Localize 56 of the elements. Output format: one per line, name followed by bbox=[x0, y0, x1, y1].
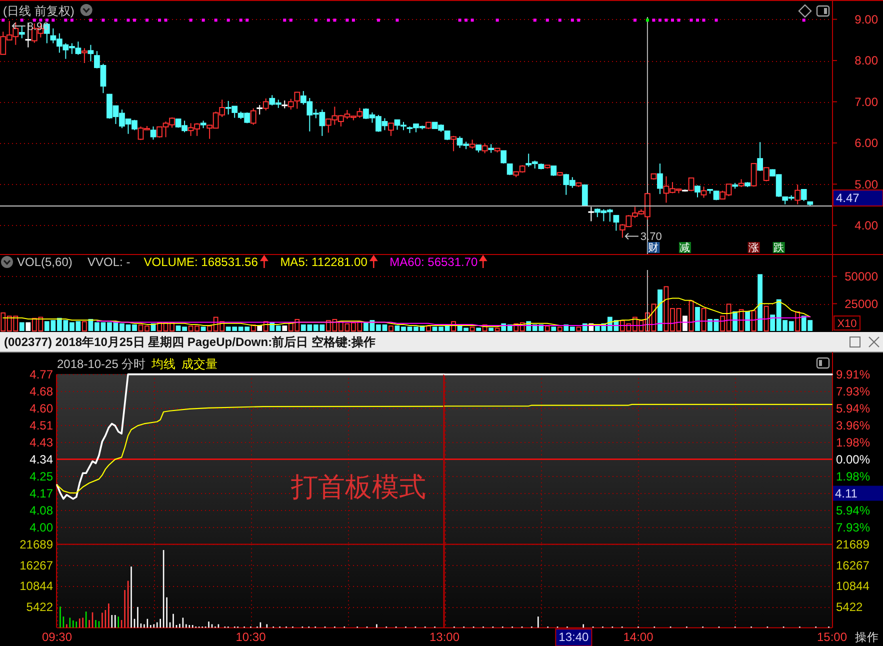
x-tick-label: 14:00 bbox=[623, 630, 654, 644]
text: 成交量 bbox=[182, 357, 218, 371]
y-tick-label: 16267 bbox=[836, 558, 870, 572]
y-tick-label: 4.25 bbox=[30, 470, 54, 484]
text: 4.11 bbox=[835, 486, 858, 500]
y-tick-label: 4.17 bbox=[30, 486, 54, 500]
text: MA60: 56531.70 bbox=[390, 255, 478, 269]
y-tick-label: 4.00 bbox=[30, 520, 54, 534]
ref-line-label: 4.47 bbox=[836, 191, 860, 206]
y-tick-label: 3.96% bbox=[836, 418, 870, 433]
chart-title: (002377) 2018年10月25日 星期四 PageUp/Down:前后日 空格键:操作 bbox=[4, 335, 376, 349]
y-tick-label: 1.98% bbox=[836, 436, 870, 450]
x-tick-label: 10:30 bbox=[236, 630, 266, 644]
y-tick-label: 9.00 bbox=[854, 12, 878, 27]
annotation: 打首板模式 bbox=[290, 472, 426, 502]
y-tick-label: 25000 bbox=[844, 296, 878, 311]
text: MA5: 112281.00 bbox=[280, 255, 368, 269]
annotation: VVOL: - bbox=[88, 255, 130, 269]
y-tick-label: 5.94% bbox=[836, 503, 870, 518]
y-tick-label: 16267 bbox=[20, 558, 54, 572]
y-tick-label: 9.91% bbox=[836, 368, 870, 382]
text: 13:40 bbox=[558, 630, 590, 644]
y-tick-label: 5422 bbox=[836, 600, 864, 614]
annotation: VOLUME: 168531.56 bbox=[144, 255, 258, 269]
y-axis-title: X10 bbox=[837, 318, 857, 330]
y-tick-label: 4.34 bbox=[30, 452, 54, 466]
y-tick-label: 5422 bbox=[26, 600, 54, 614]
y-tick-label: 4.60 bbox=[30, 402, 54, 416]
y-tick-label: 4.77 bbox=[30, 368, 54, 382]
x-tick-label: 15:00 bbox=[816, 630, 848, 644]
y-tick-label: 50000 bbox=[844, 270, 878, 284]
y-tick-label: 4.43 bbox=[30, 436, 54, 450]
chart-title: VOL(5,60) bbox=[17, 255, 72, 269]
chart-subtitle: 2018-10-25 分时 bbox=[57, 357, 146, 371]
y-tick-label: 4.68 bbox=[30, 384, 54, 398]
y-tick-label: 21689 bbox=[836, 538, 870, 552]
y-tick-label: 10844 bbox=[836, 579, 870, 594]
x-tick-label: 13:00 bbox=[429, 630, 460, 644]
y-tick-label: 5.94% bbox=[836, 402, 870, 416]
y-tick-label: 7.93% bbox=[836, 520, 870, 535]
y-tick-label: 10844 bbox=[20, 579, 54, 594]
y-tick-label: 5.00 bbox=[854, 177, 878, 192]
x-tick-label: 09:30 bbox=[42, 630, 72, 644]
text: 均线 bbox=[150, 357, 176, 371]
y-tick-label: 21689 bbox=[20, 538, 54, 552]
y-tick-label: 8.00 bbox=[854, 54, 878, 68]
y-tick-label: 7.00 bbox=[854, 94, 878, 109]
y-tick-label: 0.00% bbox=[836, 452, 870, 466]
y-tick-label: 6.00 bbox=[854, 136, 878, 150]
text: 操作 bbox=[855, 631, 879, 644]
y-tick-label: 7.93% bbox=[836, 384, 870, 398]
chart-title: (日线 前复权) bbox=[3, 4, 74, 18]
y-tick-label: 4.08 bbox=[30, 504, 54, 518]
y-tick-label: 4.00 bbox=[854, 218, 878, 233]
y-tick-label: 4.51 bbox=[30, 418, 54, 432]
y-tick-label: 1.98% bbox=[836, 469, 870, 484]
